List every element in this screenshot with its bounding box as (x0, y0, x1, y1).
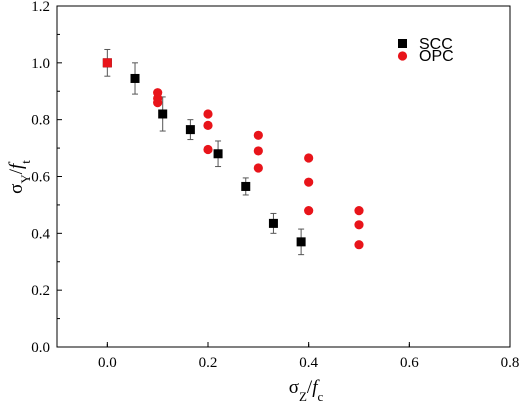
scc-point (296, 237, 306, 247)
x-tick-label: 0.0 (98, 355, 117, 371)
opc-point (153, 98, 163, 108)
scc-point (213, 149, 223, 159)
axis-tick-labels: 0.0 0.2 0.4 0.6 0.8 0.0 0.2 0.4 0.6 0.8 1.0 1.2 (31, 0, 519, 371)
opc-point (203, 109, 213, 119)
scc-point (185, 125, 195, 135)
opc-point (203, 144, 213, 155)
opc-point (203, 120, 213, 130)
opc-point (253, 130, 263, 140)
scc-point (158, 109, 168, 119)
legend-label-opc: OPC (419, 48, 454, 65)
opc-point (253, 163, 263, 173)
scc-point (130, 73, 140, 83)
x-tick-label: 0.2 (199, 355, 218, 371)
legend-marker-scc (398, 39, 407, 48)
opc-point (354, 220, 364, 230)
x-tick-label: 0.8 (501, 355, 519, 371)
y-tick-label: 1.2 (31, 0, 50, 15)
data-marks (102, 48, 364, 256)
opc-point (354, 240, 364, 250)
legend-label-scc: SCC (419, 36, 453, 53)
opc-point (102, 58, 112, 68)
opc-point (354, 206, 364, 216)
opc-point (304, 206, 314, 216)
x-axis-label: σZ/fc (289, 377, 324, 404)
y-tick-label: 0.0 (31, 340, 50, 356)
y-tick-label: 1.0 (31, 56, 50, 72)
y-tick-label: 0.2 (31, 283, 50, 299)
legend: SCC OPC (397, 36, 454, 65)
x-tick-label: 0.6 (400, 355, 419, 371)
axis-ticks (57, 5, 511, 348)
y-axis-label: σY/ft (6, 160, 33, 194)
opc-point (304, 153, 314, 163)
scc-point (268, 218, 278, 228)
scc-point (241, 181, 251, 191)
legend-marker-opc (397, 51, 408, 61)
opc-point (304, 177, 314, 187)
opc-point (253, 146, 263, 156)
y-tick-label: 0.6 (31, 170, 50, 186)
x-tick-label: 0.4 (299, 355, 318, 371)
y-tick-label: 0.4 (31, 226, 50, 242)
y-tick-label: 0.8 (31, 113, 50, 129)
